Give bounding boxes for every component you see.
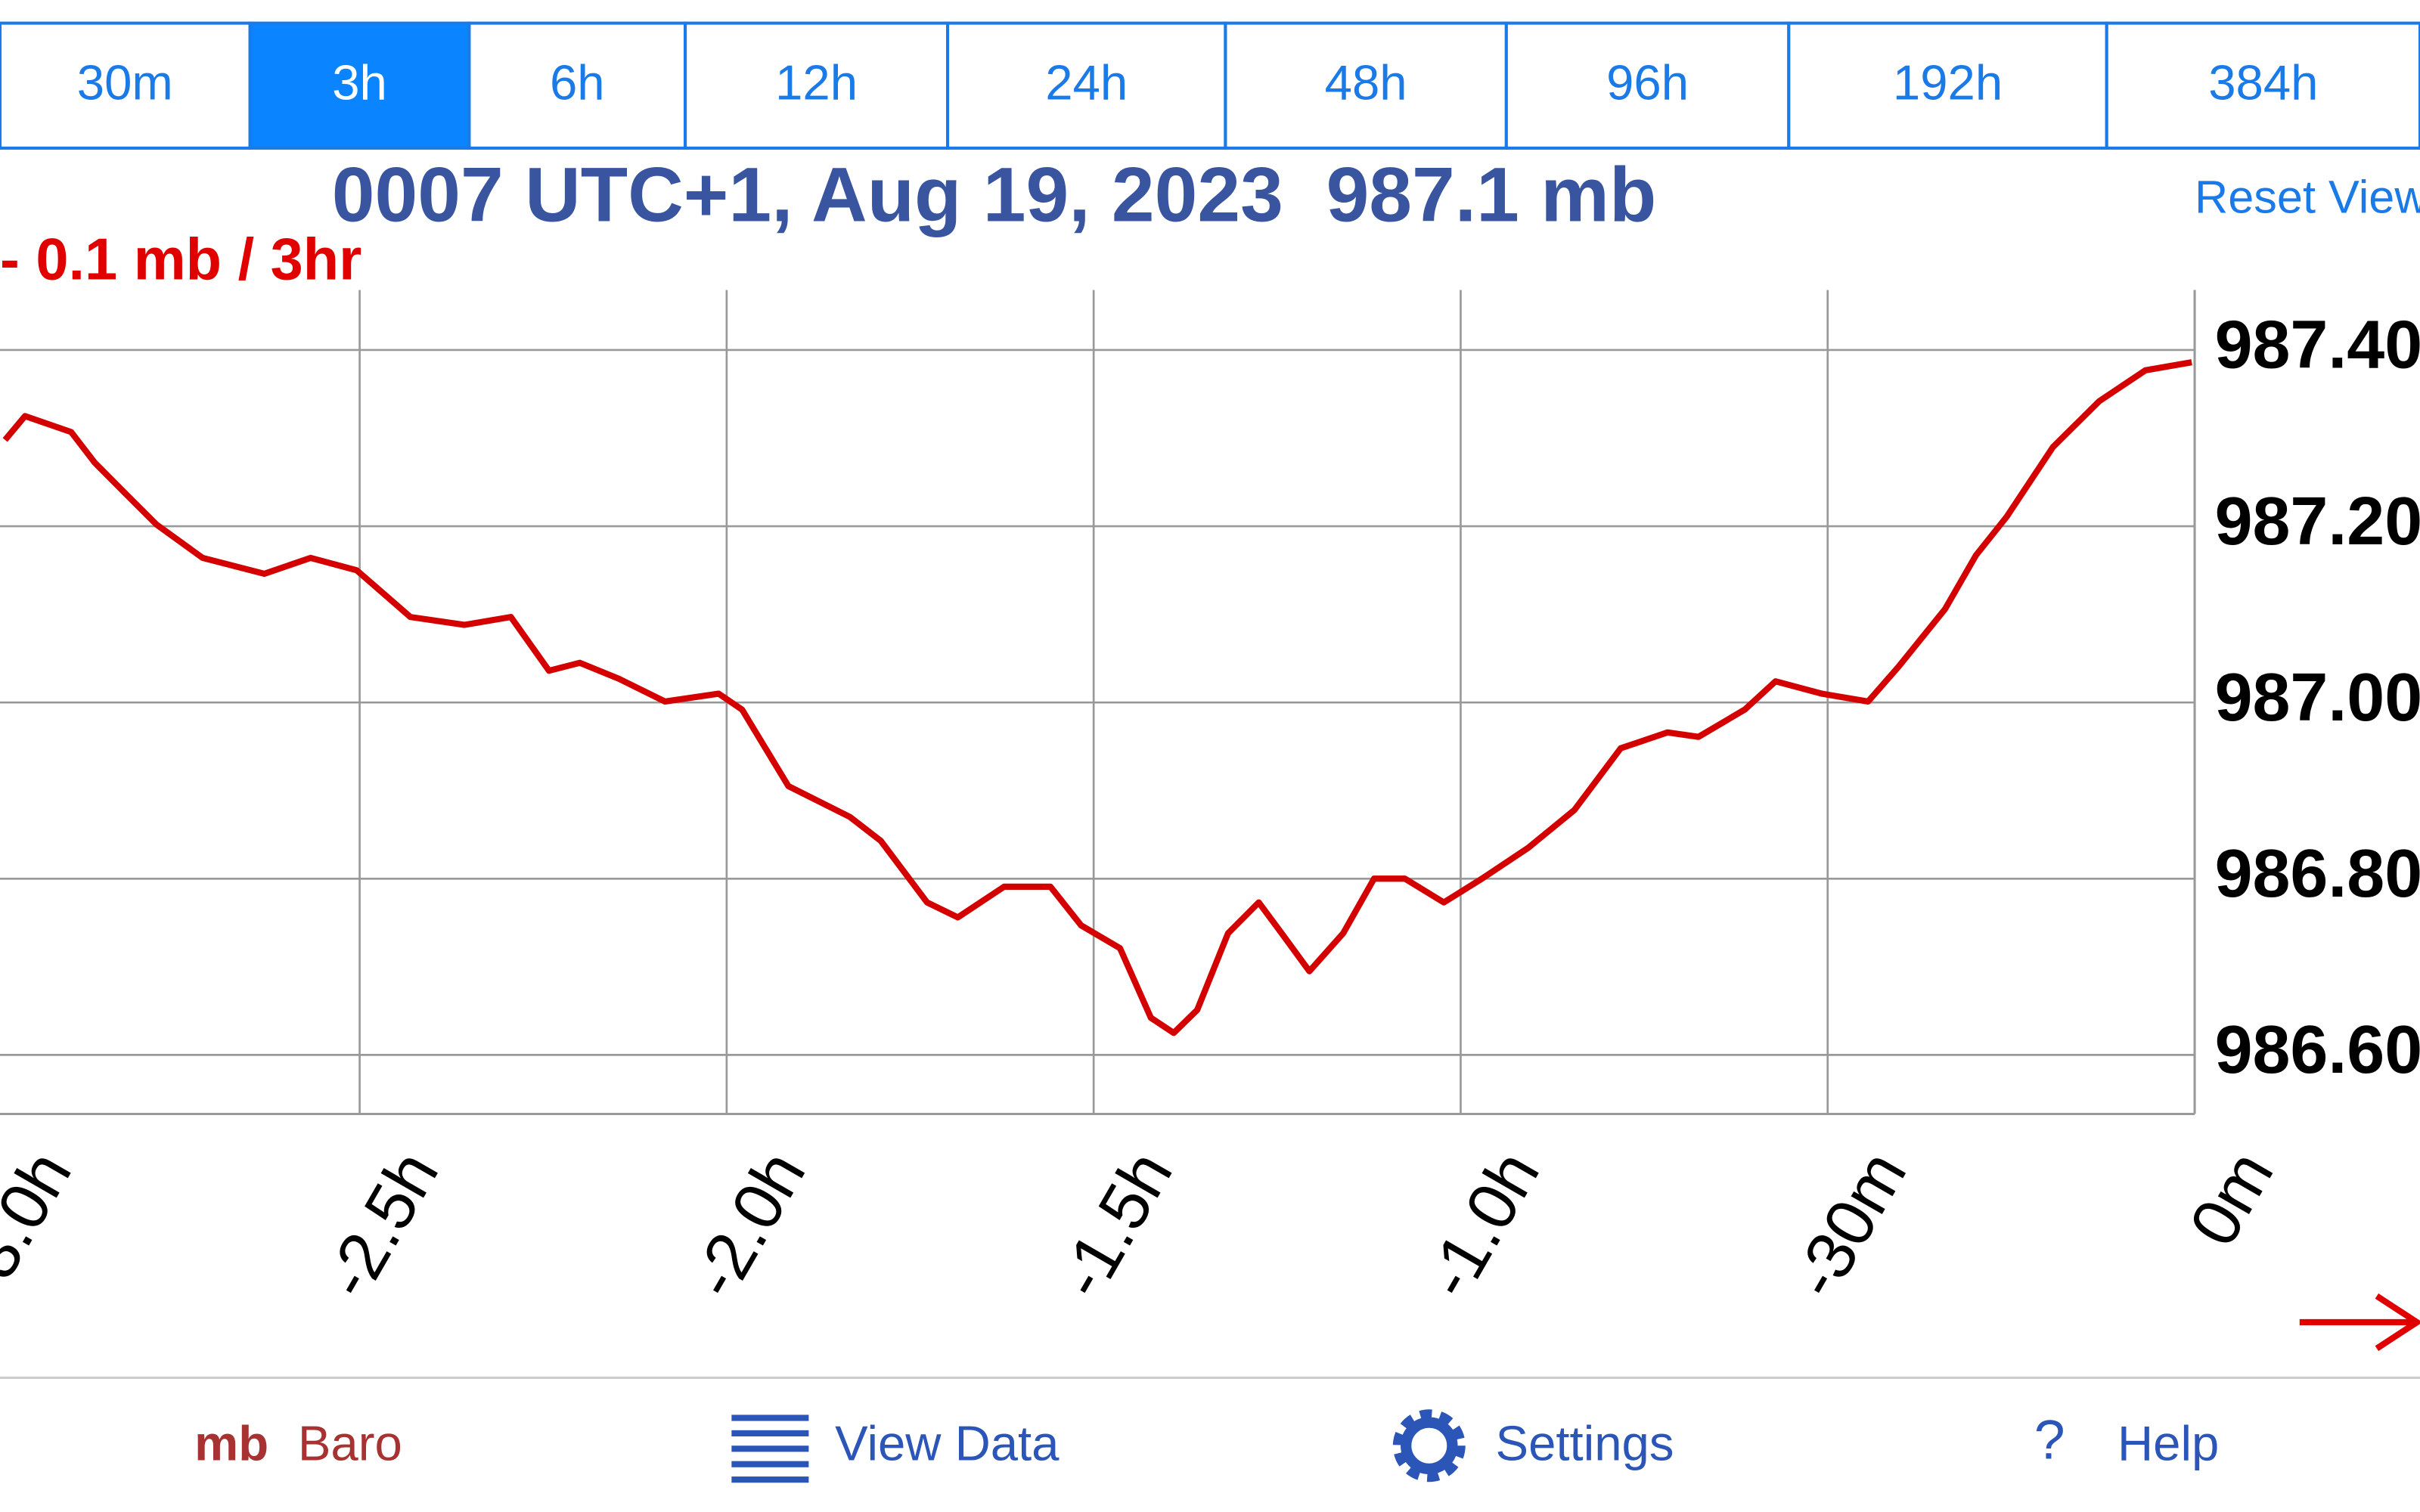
tab[interactable]: [684, 21, 950, 150]
tab-label[interactable]: 48h: [1325, 55, 1407, 110]
tab-label[interactable]: 6h: [550, 55, 605, 110]
pressure-line: [2, 359, 2192, 1036]
help-icon[interactable]: ?: [2034, 1408, 2065, 1471]
settings-label[interactable]: Settings: [1496, 1416, 1674, 1471]
y-tick-label: 987.20: [2215, 484, 2420, 559]
header-title: 0007 UTC+1, Aug 19, 2023 987.1 mb: [332, 151, 1657, 237]
list-icon[interactable]: [731, 1414, 809, 1483]
tab[interactable]: [1504, 21, 1791, 150]
view-data-label[interactable]: View Data: [835, 1416, 1060, 1471]
tab-label[interactable]: 96h: [1606, 55, 1689, 110]
gear-icon[interactable]: [1392, 1409, 1466, 1483]
tab[interactable]: [0, 21, 252, 150]
baro-icon[interactable]: mb: [194, 1416, 268, 1471]
y-tick-label: 986.60: [2215, 1012, 2420, 1088]
tab-label[interactable]: 24h: [1045, 55, 1128, 110]
help-label[interactable]: Help: [2118, 1416, 2219, 1471]
y-tick-label: 987.00: [2215, 660, 2420, 736]
tab-label[interactable]: 384h: [2208, 55, 2318, 110]
trend: - 0.1 mb / 3hr: [0, 227, 361, 292]
tab-label[interactable]: 12h: [775, 55, 858, 110]
reset-view[interactable]: Reset View: [2195, 171, 2420, 222]
tab-label[interactable]: 3h: [332, 55, 387, 110]
tab[interactable]: [1787, 21, 2108, 150]
y-tick-label: 987.40: [2215, 308, 2420, 383]
y-tick-label: 986.80: [2215, 836, 2420, 912]
tab[interactable]: [2105, 21, 2420, 150]
scroll-arrow[interactable]: [2299, 1293, 2420, 1352]
baro-label[interactable]: Baro: [298, 1416, 402, 1471]
tab-label[interactable]: 192h: [1893, 55, 2003, 110]
tab-label[interactable]: 30m: [77, 55, 173, 110]
